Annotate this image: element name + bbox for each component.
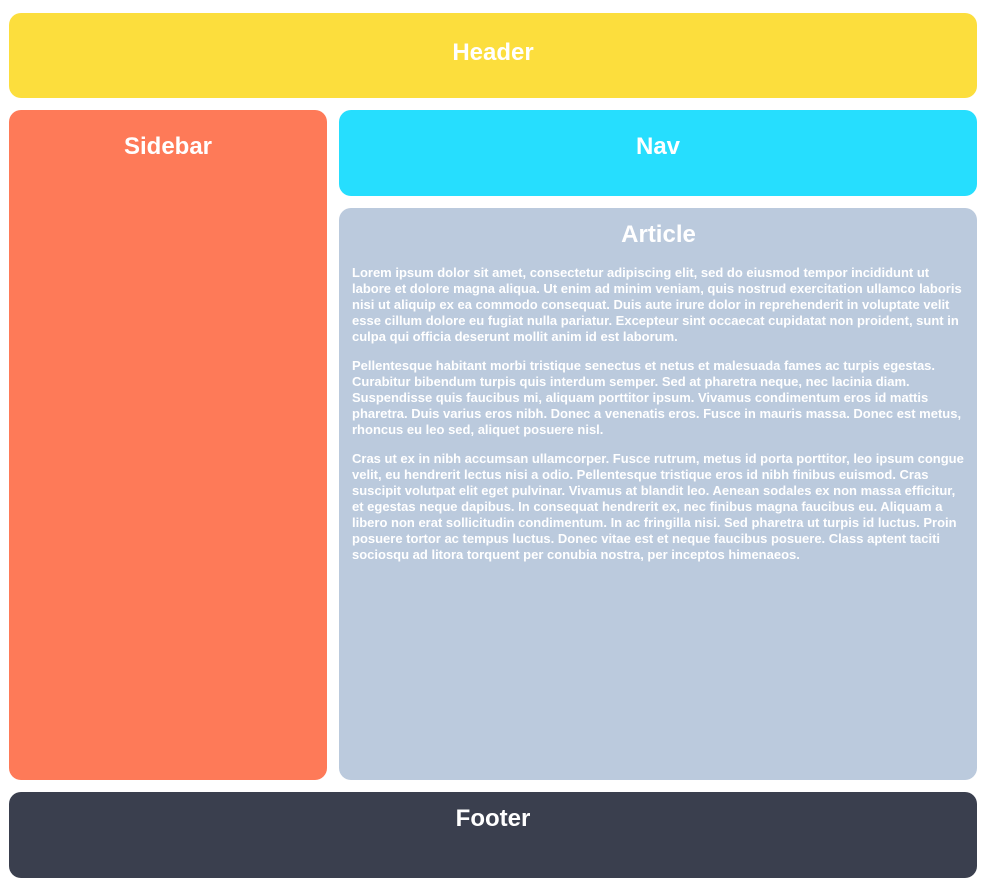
article-paragraph-3: Cras ut ex in nibh accumsan ullamcorper.…	[352, 451, 964, 562]
header-panel: Header	[9, 13, 977, 98]
article-title: Article	[621, 221, 696, 248]
footer-panel: Footer	[9, 792, 977, 878]
nav-panel: Nav	[339, 110, 977, 196]
sidebar-title: Sidebar	[123, 133, 213, 160]
article-paragraph-1: Lorem ipsum dolor sit amet, consectetur …	[352, 265, 962, 344]
footer-title: Footer	[455, 805, 531, 832]
sidebar-panel: Sidebar	[9, 110, 327, 780]
nav-title: Nav	[635, 133, 681, 160]
article-panel: Article Lorem ipsum dolor sit amet, cons…	[339, 208, 977, 780]
header-title: Header	[452, 39, 534, 66]
article-paragraph-2: Pellentesque habitant morbi tristique se…	[352, 358, 962, 437]
